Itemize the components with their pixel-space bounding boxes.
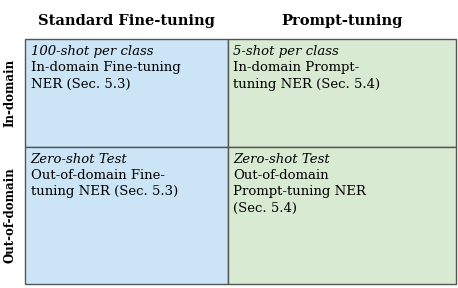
Text: Standard Fine-tuning: Standard Fine-tuning	[38, 14, 215, 29]
Text: In-domain: In-domain	[4, 59, 16, 127]
Text: Out-of-domain
Prompt-tuning NER
(Sec. 5.4): Out-of-domain Prompt-tuning NER (Sec. 5.…	[233, 169, 366, 215]
Text: In-domain Fine-tuning
NER (Sec. 5.3): In-domain Fine-tuning NER (Sec. 5.3)	[31, 61, 180, 90]
Text: Zero-shot Test: Zero-shot Test	[31, 153, 127, 166]
Bar	[25, 147, 228, 284]
Text: Out-of-domain Fine-
tuning NER (Sec. 5.3): Out-of-domain Fine- tuning NER (Sec. 5.3…	[31, 169, 178, 198]
Text: Out-of-domain: Out-of-domain	[4, 167, 16, 263]
Bar	[228, 39, 456, 147]
Text: In-domain Prompt-
tuning NER (Sec. 5.4): In-domain Prompt- tuning NER (Sec. 5.4)	[233, 61, 380, 90]
Bar	[25, 39, 228, 147]
Text: Zero-shot Test: Zero-shot Test	[233, 153, 330, 166]
Bar	[228, 147, 456, 284]
Text: Prompt-tuning: Prompt-tuning	[281, 14, 402, 29]
Text: 5-shot per class: 5-shot per class	[233, 45, 339, 58]
Text: 100-shot per class: 100-shot per class	[31, 45, 153, 58]
